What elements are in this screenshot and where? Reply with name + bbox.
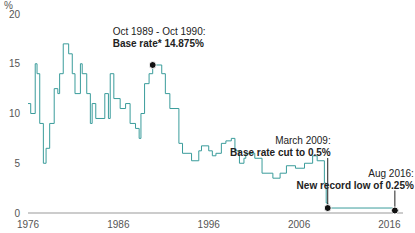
svg-text:0: 0 xyxy=(14,208,20,219)
svg-text:10: 10 xyxy=(9,108,21,119)
svg-text:Base rate* 14.875%: Base rate* 14.875% xyxy=(113,38,204,49)
svg-text:5: 5 xyxy=(14,158,20,169)
svg-text:20: 20 xyxy=(9,9,21,20)
svg-text:2006: 2006 xyxy=(288,219,311,230)
svg-text:March 2009:: March 2009: xyxy=(275,135,331,146)
svg-text:Base rate cut to 0.5%: Base rate cut to 0.5% xyxy=(230,147,331,158)
svg-text:Aug 2016:: Aug 2016: xyxy=(368,168,407,179)
svg-text:Oct 1989 - Oct 1990:: Oct 1989 - Oct 1990: xyxy=(113,26,206,37)
svg-text:1976: 1976 xyxy=(17,219,40,230)
svg-text:15: 15 xyxy=(9,58,21,69)
svg-text:1986: 1986 xyxy=(107,219,130,230)
svg-text:New record low of 0.25%: New record low of 0.25% xyxy=(297,180,407,191)
svg-text:2016: 2016 xyxy=(378,219,401,230)
svg-text:1996: 1996 xyxy=(198,219,221,230)
